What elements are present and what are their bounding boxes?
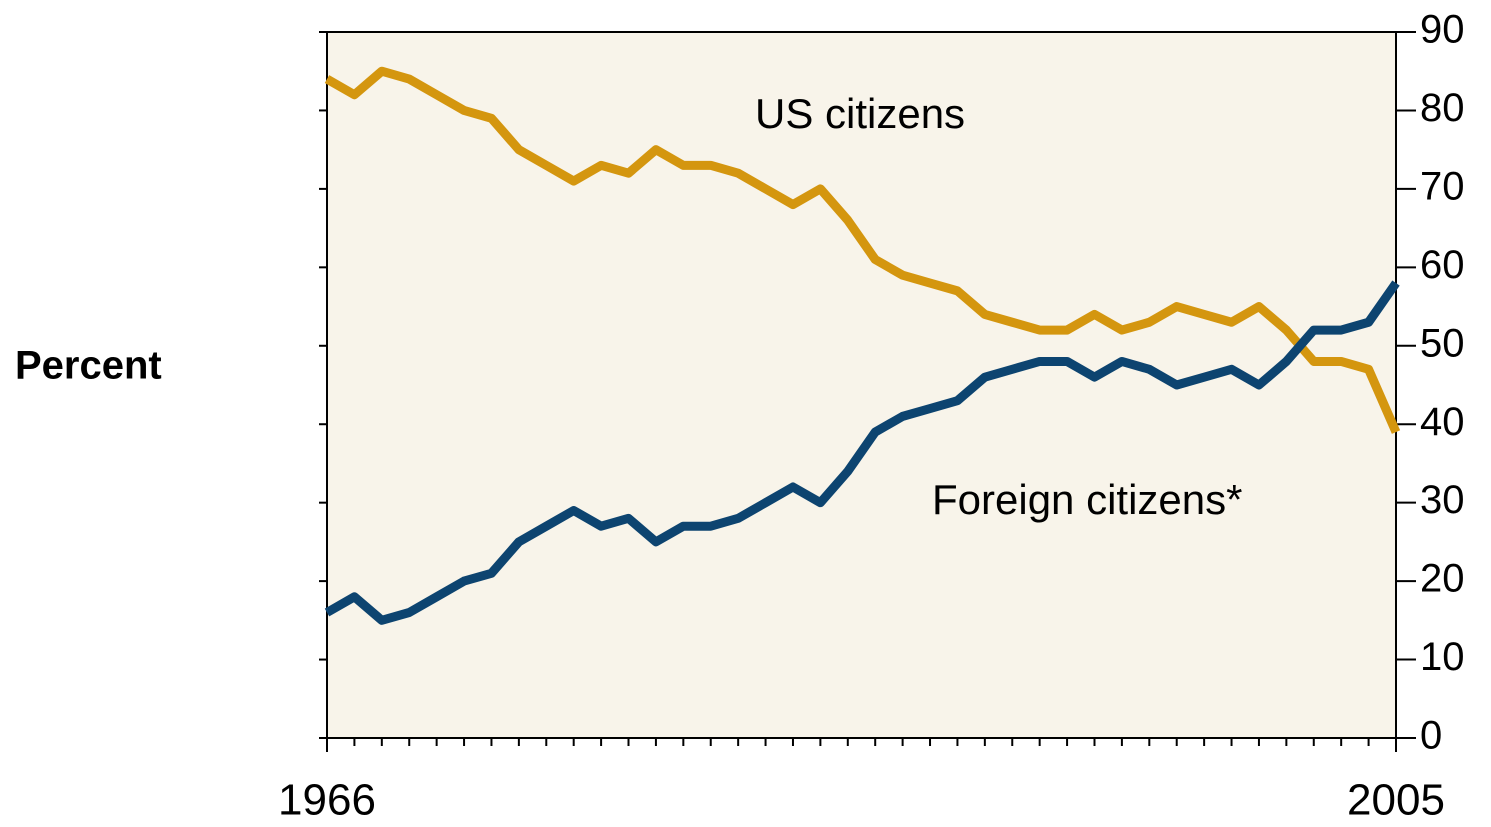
y-tick-label: 90 xyxy=(1420,8,1465,52)
series-line xyxy=(324,66,1401,434)
y-axis-label: Percent xyxy=(15,344,162,388)
annotation: US citizens xyxy=(755,90,965,137)
y-tick-label: 30 xyxy=(1420,478,1465,522)
plot-area xyxy=(326,31,1397,739)
y-tick-label: 10 xyxy=(1420,635,1465,679)
y-tick-label: 40 xyxy=(1420,400,1465,444)
annotation: Foreign citizens* xyxy=(932,476,1242,523)
x-tick-label: 2005 xyxy=(1347,776,1445,825)
y-tick-label: 80 xyxy=(1420,86,1465,130)
y-tick-label: 20 xyxy=(1420,557,1465,601)
y-tick-label: 70 xyxy=(1420,164,1465,208)
y-tick-label: 50 xyxy=(1420,321,1465,365)
y-tick-label: 60 xyxy=(1420,243,1465,287)
y-tick-label: 0 xyxy=(1420,714,1442,758)
x-tick-label: 1966 xyxy=(278,776,376,825)
series-line xyxy=(324,280,1400,625)
